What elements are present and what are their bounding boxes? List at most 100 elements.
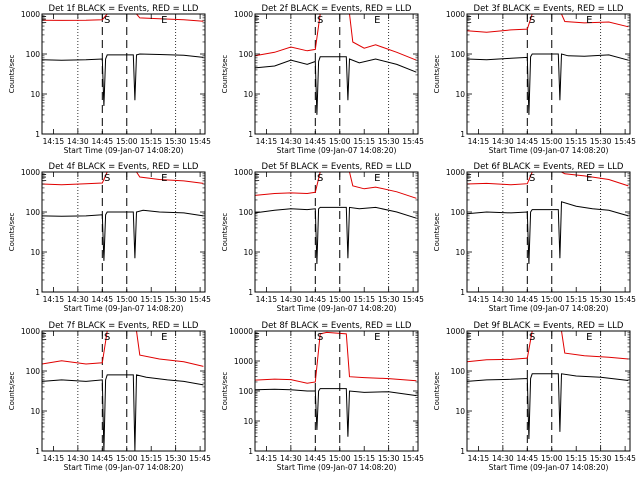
chart-title: Det 9f BLACK = Events, RED = LLD bbox=[474, 321, 624, 331]
x-tick-label: 15:45 bbox=[402, 137, 424, 146]
series-line-lld bbox=[41, 171, 204, 186]
chart-title: Det 8f BLACK = Events, RED = LLD bbox=[262, 321, 412, 331]
x-tick-label: 15:00 bbox=[329, 137, 351, 146]
x-tick-label: 15:15 bbox=[565, 454, 587, 463]
x-tick-label: 15:30 bbox=[590, 137, 612, 146]
event-marker-label: S bbox=[317, 332, 323, 343]
x-tick-label: 14:30 bbox=[492, 454, 514, 463]
series-line-events bbox=[254, 56, 417, 115]
x-tick-label: 15:30 bbox=[378, 295, 400, 304]
event-marker-label: E bbox=[374, 332, 380, 343]
x-axis-label: Start Time (09-Jan-07 14:08:20) bbox=[277, 146, 397, 155]
x-axis-label: Start Time (09-Jan-07 14:08:20) bbox=[489, 463, 609, 472]
x-tick-label: 15:15 bbox=[140, 137, 162, 146]
plot-frame bbox=[254, 13, 419, 135]
x-tick-label: 15:30 bbox=[590, 454, 612, 463]
y-axis-label: Counts/sec bbox=[8, 55, 16, 94]
chart-title: Det 4f BLACK = Events, RED = LLD bbox=[49, 162, 199, 172]
x-tick-label: 15:45 bbox=[402, 295, 424, 304]
x-tick-label: 14:45 bbox=[91, 137, 113, 146]
y-tick-label: 100 bbox=[239, 387, 254, 396]
event-marker-label: E bbox=[253, 173, 259, 184]
x-tick-label: 15:00 bbox=[116, 454, 138, 463]
event-marker-label: E bbox=[586, 15, 592, 26]
plot-frame bbox=[41, 13, 206, 135]
y-tick-label: 1000 bbox=[21, 168, 40, 177]
y-tick-label: 1 bbox=[35, 447, 40, 456]
x-tick-label: 14:45 bbox=[516, 137, 538, 146]
x-tick-label: 15:00 bbox=[329, 454, 351, 463]
x-tick-label: 15:15 bbox=[140, 295, 162, 304]
x-tick-label: 14:15 bbox=[468, 295, 490, 304]
event-marker-label: E bbox=[586, 332, 592, 343]
event-marker-label: S bbox=[104, 332, 110, 343]
x-axis-label: Start Time (09-Jan-07 14:08:20) bbox=[64, 463, 184, 472]
y-tick-label: 10 bbox=[243, 90, 253, 99]
series-line-events bbox=[254, 388, 417, 437]
x-tick-label: 15:15 bbox=[353, 137, 375, 146]
y-axis-label: Counts/sec bbox=[221, 372, 229, 411]
y-tick-label: 10 bbox=[30, 407, 40, 416]
x-tick-label: 14:30 bbox=[67, 295, 89, 304]
y-axis-label: Counts/sec bbox=[221, 55, 229, 94]
series-line-lld bbox=[41, 330, 204, 367]
x-tick-label: 15:00 bbox=[116, 295, 138, 304]
x-tick-label: 14:45 bbox=[304, 454, 326, 463]
x-tick-label: 15:15 bbox=[140, 454, 162, 463]
y-tick-label: 10 bbox=[30, 248, 40, 257]
x-axis-label: Start Time (09-Jan-07 14:08:20) bbox=[64, 304, 184, 313]
y-tick-label: 10 bbox=[30, 90, 40, 99]
x-tick-label: 15:15 bbox=[353, 295, 375, 304]
x-tick-label: 15:45 bbox=[614, 295, 636, 304]
x-axis-label: Start Time (09-Jan-07 14:08:20) bbox=[64, 146, 184, 155]
series-line-events bbox=[41, 209, 204, 261]
y-tick-label: 10 bbox=[243, 248, 253, 257]
x-tick-label: 14:15 bbox=[256, 454, 278, 463]
series-line-events bbox=[466, 53, 629, 115]
event-marker-label: E bbox=[465, 15, 471, 26]
y-axis-label: Counts/sec bbox=[433, 372, 441, 411]
x-tick-label: 14:30 bbox=[67, 454, 89, 463]
y-tick-label: 1000 bbox=[234, 168, 253, 177]
y-tick-label: 100 bbox=[451, 50, 466, 59]
y-axis-label: Counts/sec bbox=[221, 213, 229, 252]
series-line-lld bbox=[466, 13, 629, 33]
y-axis-label: Counts/sec bbox=[8, 372, 16, 411]
x-tick-label: 15:00 bbox=[541, 137, 563, 146]
event-marker-label: E bbox=[374, 173, 380, 184]
chart-title: Det 7f BLACK = Events, RED = LLD bbox=[49, 321, 199, 331]
y-tick-label: 100 bbox=[26, 367, 41, 376]
y-tick-label: 1 bbox=[248, 447, 253, 456]
y-axis-label: Counts/sec bbox=[433, 213, 441, 252]
event-marker-label: E bbox=[40, 173, 46, 184]
y-tick-label: 10 bbox=[455, 90, 465, 99]
x-tick-label: 15:00 bbox=[541, 454, 563, 463]
x-tick-label: 14:45 bbox=[516, 454, 538, 463]
x-tick-label: 14:30 bbox=[67, 137, 89, 146]
event-marker-label: E bbox=[586, 173, 592, 184]
x-tick-label: 14:30 bbox=[492, 295, 514, 304]
x-tick-label: 15:45 bbox=[189, 137, 211, 146]
x-tick-label: 14:15 bbox=[468, 137, 490, 146]
y-tick-label: 1000 bbox=[21, 327, 40, 336]
y-tick-label: 1 bbox=[35, 130, 40, 139]
chart-title: Det 6f BLACK = Events, RED = LLD bbox=[474, 162, 624, 172]
x-tick-label: 15:30 bbox=[165, 454, 187, 463]
event-marker-label: S bbox=[104, 15, 110, 26]
event-marker-label: E bbox=[161, 173, 167, 184]
event-marker-label: E bbox=[374, 15, 380, 26]
event-marker-label: E bbox=[161, 332, 167, 343]
series-line-events bbox=[41, 374, 204, 452]
plot-frame bbox=[466, 330, 631, 452]
y-tick-label: 100 bbox=[26, 208, 41, 217]
x-tick-label: 14:45 bbox=[304, 137, 326, 146]
series-line-lld bbox=[254, 13, 417, 61]
y-tick-label: 1000 bbox=[446, 327, 465, 336]
